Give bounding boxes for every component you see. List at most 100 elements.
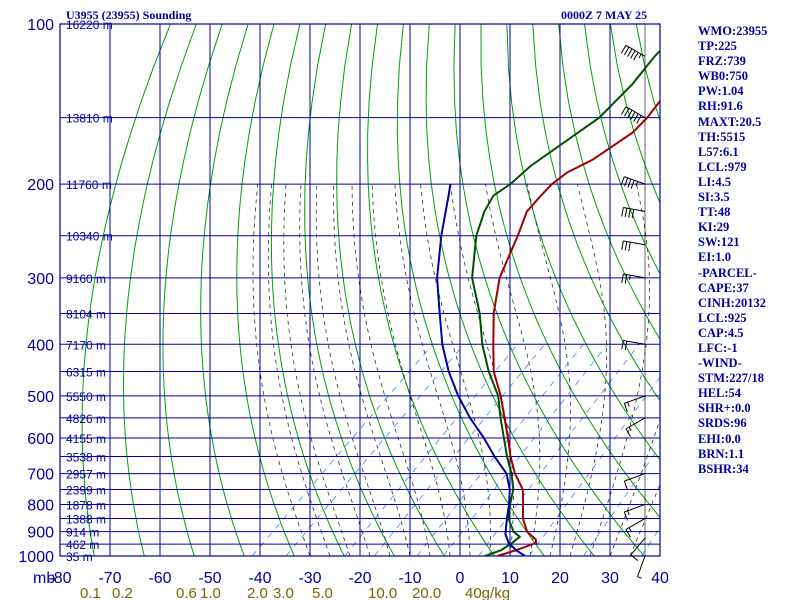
index-row: TT:48 — [698, 205, 731, 220]
height-label: 1878 m — [66, 498, 106, 512]
sounding-line-3 — [436, 183, 526, 556]
temperature-tick-label: 0 — [456, 570, 465, 587]
barb-flag — [636, 115, 642, 124]
barb-flag — [630, 50, 636, 59]
mixing-ratio-label: 0.6 — [176, 585, 197, 600]
moist-adiabat-line — [252, 184, 311, 556]
index-row: BRN:1.1 — [698, 446, 745, 461]
barb-staff — [630, 537, 646, 556]
barb-flag — [621, 45, 627, 54]
mixing-ratio-label: 0.2 — [112, 585, 133, 600]
index-row: LFC:-1 — [698, 340, 738, 355]
sounding-series — [436, 49, 660, 556]
wind-barb — [623, 503, 646, 521]
barb-flag — [627, 178, 632, 188]
barb-flag — [630, 111, 636, 121]
height-label: 16220 m — [66, 18, 113, 32]
barb-flag — [633, 113, 639, 122]
index-row: MAXT:20.5 — [698, 114, 762, 129]
barb-flag — [624, 108, 630, 117]
barb-flag — [621, 273, 624, 283]
wind-barb — [621, 207, 646, 219]
dry-adiabat-line — [396, 24, 545, 556]
barb-flag — [633, 52, 639, 61]
index-row: STM:227/18 — [698, 371, 764, 386]
wind-barbs — [620, 24, 646, 579]
barb-staff — [625, 106, 646, 119]
temperature-tick-label: -70 — [98, 570, 121, 587]
mixing-ratio-line — [285, 344, 465, 556]
mixing-ratio-line — [478, 344, 640, 556]
index-row: CAP:4.5 — [698, 325, 744, 340]
index-row: SI:3.5 — [698, 190, 730, 205]
barb-flag — [624, 208, 628, 218]
barb-staff — [625, 44, 646, 57]
moist-adiabat-line — [629, 483, 660, 556]
index-row: CINH:20132 — [698, 295, 767, 310]
height-label: 4155 m — [66, 432, 106, 446]
height-label: 10340 m — [66, 230, 113, 244]
index-row: EHI:0.0 — [698, 431, 741, 446]
temperature-tick-label: -30 — [298, 570, 321, 587]
pressure-tick-label: 400 — [27, 337, 54, 354]
index-row: TP:225 — [698, 39, 737, 54]
height-label: 914 m — [66, 526, 99, 540]
index-row: SW:121 — [698, 235, 740, 250]
mixing-ratio-line — [528, 376, 660, 556]
barb-flag — [625, 529, 631, 538]
barb-flag — [620, 176, 625, 186]
moist-adiabat-line — [283, 184, 351, 556]
barb-flag — [623, 480, 628, 490]
index-row: CAPE:37 — [698, 280, 749, 295]
height-label: 5550 m — [66, 390, 106, 404]
wind-barb — [621, 106, 646, 124]
barb-flag — [630, 180, 635, 189]
wind-barb — [623, 395, 646, 413]
height-label: 4826 m — [66, 412, 106, 426]
barb-half-flag — [627, 402, 630, 407]
barb-flag — [623, 403, 628, 413]
moist-adiabat-line — [351, 184, 431, 556]
moist-adiabat-line — [420, 184, 491, 556]
mixing-ratio-label: 3.0 — [273, 585, 294, 600]
moist-adiabat-line — [526, 184, 571, 556]
height-label: 6315 m — [66, 366, 106, 380]
wind-barb — [621, 44, 646, 61]
temperature-tick-label: -50 — [198, 570, 221, 587]
wind-barb — [621, 273, 646, 284]
temperature-tick-label: 10 — [501, 570, 519, 587]
barb-staff — [625, 518, 646, 530]
dry-adiabat-line — [480, 24, 660, 519]
wind-barb — [637, 555, 646, 579]
barb-flag — [625, 428, 631, 437]
mixing-ratio-label: 0.1 — [80, 585, 101, 600]
index-row: PW:1.04 — [698, 84, 744, 99]
wind-barb — [620, 176, 646, 189]
mixing-ratio-label: 5.0 — [312, 585, 333, 600]
indices-panel: WMO:23955 TP:225 FRZ:739 WB0:750 PW:1.04 RH:9… — [698, 24, 798, 477]
station-title: U3955 (23955) Sounding — [66, 8, 192, 22]
barb-half-flag — [638, 53, 642, 59]
pressure-tick-label: 800 — [27, 497, 54, 514]
barb-flag — [624, 46, 630, 56]
barb-flag — [627, 48, 633, 57]
dry-adiabat-line — [270, 24, 345, 556]
index-row: EI:1.0 — [698, 250, 731, 265]
grid — [59, 23, 661, 557]
barb-half-flag — [635, 181, 639, 186]
barb-flag — [628, 242, 631, 252]
barb-half-flag — [628, 275, 631, 280]
moist-adiabat-line — [609, 418, 660, 556]
index-row: WMO:23955 — [698, 24, 768, 38]
index-row: BSHR:34 — [698, 461, 749, 476]
temperature-tick-label: 30 — [601, 570, 619, 587]
pressure-tick-label: 600 — [27, 431, 54, 448]
temperature-tick-label: -80 — [48, 570, 71, 587]
barb-flag — [623, 511, 628, 521]
height-label: 11760 m — [66, 178, 112, 192]
dry-adiabat-line — [336, 24, 445, 556]
sounding-line-1 — [492, 99, 660, 556]
index-row: FRZ:739 — [698, 54, 746, 69]
pressure-tick-label: 700 — [27, 467, 54, 484]
